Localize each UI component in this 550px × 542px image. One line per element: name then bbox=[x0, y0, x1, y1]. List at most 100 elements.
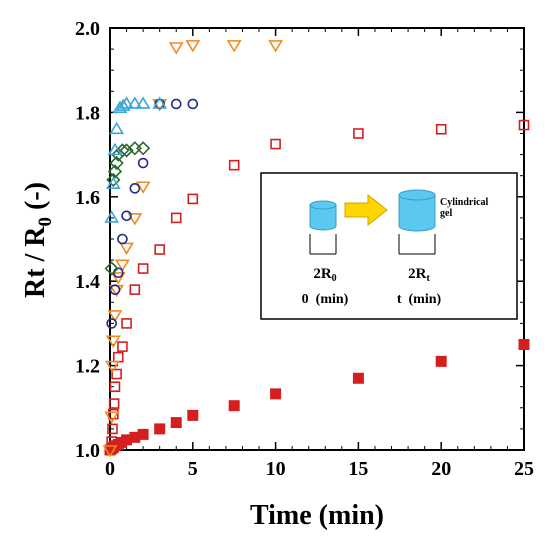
data-point-circle-open bbox=[109, 284, 121, 295]
large-cylinder-body bbox=[398, 194, 436, 232]
data-point-square-filled bbox=[170, 417, 182, 429]
large-cylinder-top bbox=[398, 189, 436, 201]
large-cylinder bbox=[398, 189, 436, 232]
small-cylinder-body bbox=[309, 204, 337, 231]
data-point-diamond-open bbox=[109, 155, 124, 171]
large-radius-sub: t bbox=[427, 273, 431, 284]
y-axis-title-rest: / R bbox=[20, 226, 51, 269]
data-point-square-open bbox=[270, 138, 281, 150]
data-point-triangle-up-open bbox=[107, 142, 123, 156]
series-square-open bbox=[104, 119, 530, 456]
data-point-circle-open bbox=[129, 183, 141, 194]
small-cylinder-top bbox=[309, 200, 337, 210]
y-tick-label: 1.8 bbox=[75, 102, 100, 124]
data-point-triangle-down-open bbox=[102, 445, 118, 458]
data-point-triangle-up-open bbox=[105, 176, 121, 189]
data-point-square-open bbox=[137, 263, 149, 274]
data-point-triangle-up-open bbox=[127, 96, 143, 109]
data-point-circle-open bbox=[187, 98, 199, 110]
data-point-square-open bbox=[518, 119, 530, 131]
time-t-label: t (min) bbox=[397, 292, 442, 307]
data-point-triangle-down-open bbox=[105, 360, 120, 374]
small-radius-sub: 0 bbox=[332, 273, 337, 284]
x-axis-title: Time (min) bbox=[250, 500, 384, 531]
data-point-square-open bbox=[170, 212, 182, 224]
y-tick-label: 1.0 bbox=[75, 440, 100, 462]
data-point-triangle-up-open bbox=[152, 96, 168, 109]
series-triangle-up-open bbox=[104, 96, 168, 223]
data-point-diamond-open bbox=[107, 164, 123, 179]
data-point-square-open bbox=[129, 284, 141, 295]
y-axis-title-unit: (-) bbox=[20, 182, 51, 217]
y-tick-label: 2.0 bbox=[75, 18, 100, 40]
data-point-square-filled bbox=[270, 388, 282, 400]
data-point-diamond-open bbox=[115, 143, 130, 158]
y-axis-title: Rt / R0 (-) bbox=[20, 182, 56, 298]
data-point-triangle-down-open bbox=[110, 272, 126, 285]
data-point-square-open bbox=[112, 351, 124, 363]
y-tick-labels: 1.0 1.2 1.4 1.6 1.8 2.0 bbox=[75, 18, 100, 462]
data-point-square-open bbox=[228, 159, 240, 171]
series-square-filled bbox=[104, 339, 530, 456]
x-tick-label: 5 bbox=[188, 458, 198, 480]
data-point-square-filled bbox=[352, 372, 364, 384]
data-point-square-open bbox=[154, 244, 165, 255]
data-point-square-filled bbox=[137, 428, 149, 440]
small-radius-main: 2R bbox=[313, 266, 332, 282]
data-point-triangle-up-open bbox=[109, 121, 125, 135]
data-point-square-filled bbox=[435, 355, 447, 367]
data-point-triangle-down-open bbox=[135, 181, 151, 194]
y-tick-label: 1.6 bbox=[75, 187, 100, 209]
large-radius-main: 2R bbox=[408, 266, 427, 282]
caption-cylindrical: Cylindrical bbox=[440, 197, 489, 208]
x-tick-labels: 0 5 10 15 20 25 bbox=[105, 458, 534, 480]
data-point-square-open bbox=[117, 341, 128, 352]
data-point-square-open bbox=[187, 193, 199, 205]
small-width-bracket bbox=[309, 234, 337, 255]
data-point-square-open bbox=[107, 423, 118, 435]
data-point-triangle-down-open bbox=[226, 40, 242, 53]
data-point-triangle-down-open bbox=[268, 40, 284, 53]
y-tick-label: 1.2 bbox=[75, 356, 100, 378]
x-tick-label: 20 bbox=[431, 458, 451, 480]
time-zero-label: 0 (min) bbox=[302, 292, 349, 307]
data-point-triangle-up-open bbox=[115, 98, 131, 111]
data-point-square-open bbox=[109, 381, 121, 393]
data-point-circle-open bbox=[137, 157, 149, 169]
data-point-diamond-open bbox=[119, 143, 134, 158]
data-point-triangle-down-open bbox=[185, 40, 201, 53]
data-point-square-open bbox=[435, 123, 447, 135]
data-point-triangle-down-open bbox=[127, 213, 143, 226]
data-point-square-open bbox=[108, 398, 120, 409]
caption-gel: gel bbox=[440, 208, 452, 219]
y-axis-title-sub: 0 bbox=[35, 217, 56, 227]
series-diamond-open bbox=[104, 141, 151, 276]
x-tick-label: 25 bbox=[514, 458, 534, 480]
inset-diagram: 2R0 2Rt 0 (min) t (min) Cylindrical gel bbox=[260, 172, 518, 320]
small-radius-label: 2R0 bbox=[313, 266, 336, 284]
y-axis-title-main: Rt bbox=[20, 268, 51, 298]
data-point-square-filled bbox=[518, 339, 530, 350]
data-point-circle-open bbox=[117, 233, 128, 245]
data-point-triangle-down-open bbox=[115, 259, 130, 272]
data-point-triangle-down-open bbox=[104, 411, 120, 424]
data-point-circle-open bbox=[170, 98, 182, 110]
x-tick-label: 10 bbox=[266, 458, 286, 480]
data-point-triangle-down-open bbox=[168, 42, 184, 55]
large-width-bracket bbox=[398, 234, 436, 255]
data-point-triangle-down-open bbox=[119, 242, 134, 255]
data-point-square-filled bbox=[187, 409, 199, 421]
data-point-square-open bbox=[111, 368, 122, 380]
data-point-square-open bbox=[353, 128, 364, 139]
data-point-triangle-up-open bbox=[135, 96, 151, 109]
data-point-triangle-up-open bbox=[104, 210, 120, 223]
data-point-triangle-up-open bbox=[119, 96, 134, 109]
y-tick-label: 1.4 bbox=[75, 271, 100, 293]
series-layer bbox=[102, 40, 530, 458]
x-tick-label: 15 bbox=[348, 458, 368, 480]
large-radius-label: 2Rt bbox=[408, 266, 430, 284]
x-tick-label: 0 bbox=[105, 458, 115, 480]
data-point-circle-open bbox=[106, 318, 117, 329]
data-point-square-filled bbox=[154, 423, 166, 435]
